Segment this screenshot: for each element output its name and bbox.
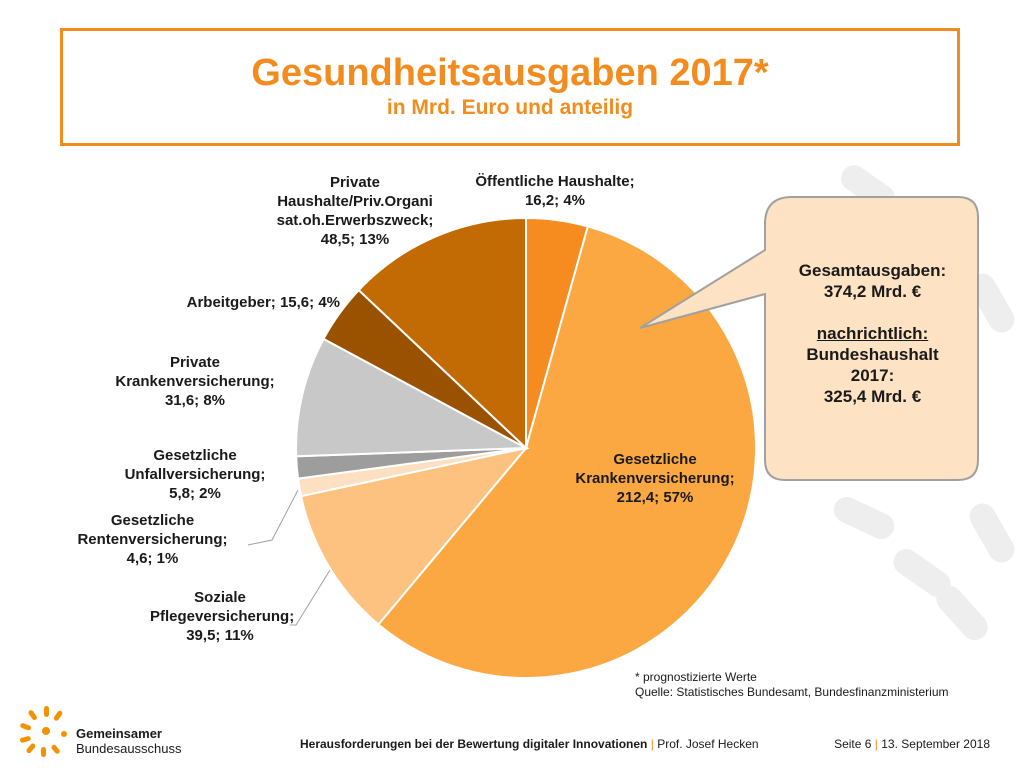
g-ba-logo-icon [20, 706, 67, 757]
page-subtitle: in Mrd. Euro und anteilig [386, 96, 634, 119]
pie-slice-soziale-pflegeversicherung [299, 446, 529, 626]
callout-note-label: nachrichtlich: [816, 324, 929, 343]
title-box: Gesundheitsausgaben 2017* in Mrd. Euro u… [60, 28, 960, 146]
pie-slice-private-haushalte-priv-organisat-oh-erwerbszweck [357, 216, 527, 451]
data-label-soziale-pflegeversicherung: Soziale Pflegeversicherung; 39,5; 11% [150, 589, 295, 644]
data-label-private-haushalte-priv-organisat-oh-erwerbszweck: Private Haushalte/Priv.Organi sat.oh.Erwer… [276, 174, 434, 248]
leader-line-rentenversicherung [247, 489, 299, 546]
footer-talk-title: Herausforderungen bei der Bewertung digi… [300, 737, 648, 751]
data-label-gesetzliche-krankenversicherung: Gesetzliche Krankenversicherung; 212,4; 57… [575, 451, 735, 506]
callout-bubble [639, 196, 979, 481]
footer: Herausforderungen bei der Bewertung digi… [300, 737, 759, 751]
pie-slice-private-krankenversicherung [295, 337, 530, 458]
data-label-oeffentliche-haushalte: Öffentliche Haushalte; 16,2; 4% [475, 173, 635, 209]
data-label-private-krankenversicherung: Private Krankenversicherung; 31,6; 8% [115, 354, 275, 409]
page-title: Gesundheitsausgaben 2017* [251, 52, 769, 94]
data-label-gesetzliche-rentenversicherung: Gesetzliche Rentenversicherung; 4,6; 1% [77, 512, 228, 567]
logo-text: Gemeinsamer Bundesausschuss [76, 726, 182, 756]
footnotes: * prognostizierte Werte Quelle: Statisti… [635, 670, 948, 700]
logo-line-1: Gemeinsamer [76, 726, 162, 741]
footer-page: Seite 6 [834, 737, 872, 751]
logo-line-2: Bundesausschuss [76, 741, 182, 756]
footer-speaker: Prof. Josef Hecken [657, 737, 759, 751]
callout-budget-year: 2017: [850, 366, 895, 385]
callout-text: Gesamtausgaben: 374,2 Mrd. € nachrichtli… [770, 260, 975, 407]
callout-total-label: Gesamtausgaben: [798, 261, 947, 280]
data-label-gesetzliche-unfallversicherung: Gesetzliche Unfallversicherung; 5,8; 2% [124, 447, 266, 502]
callout-total-value: 374,2 Mrd. € [823, 282, 922, 301]
pie-slice-gesetzliche-krankenversicherung [376, 225, 757, 679]
callout-budget-value: 325,4 Mrd. € [823, 387, 922, 406]
footer-page-info: Seite 6 | 13. September 2018 [834, 737, 990, 751]
callout-budget-label: Bundeshaushalt [806, 345, 939, 364]
footer-date: 13. September 2018 [881, 737, 990, 751]
footnote: * prognostizierte Werte [635, 670, 757, 684]
data-label-arbeitgeber: Arbeitgeber; 15,6; 4% [186, 294, 340, 311]
footer-page-separator: | [874, 737, 878, 751]
footer-separator: | [650, 737, 654, 751]
leader-line-pflegeversicherung [290, 569, 331, 626]
source-note: Quelle: Statistisches Bundesamt, Bundesf… [635, 685, 949, 699]
